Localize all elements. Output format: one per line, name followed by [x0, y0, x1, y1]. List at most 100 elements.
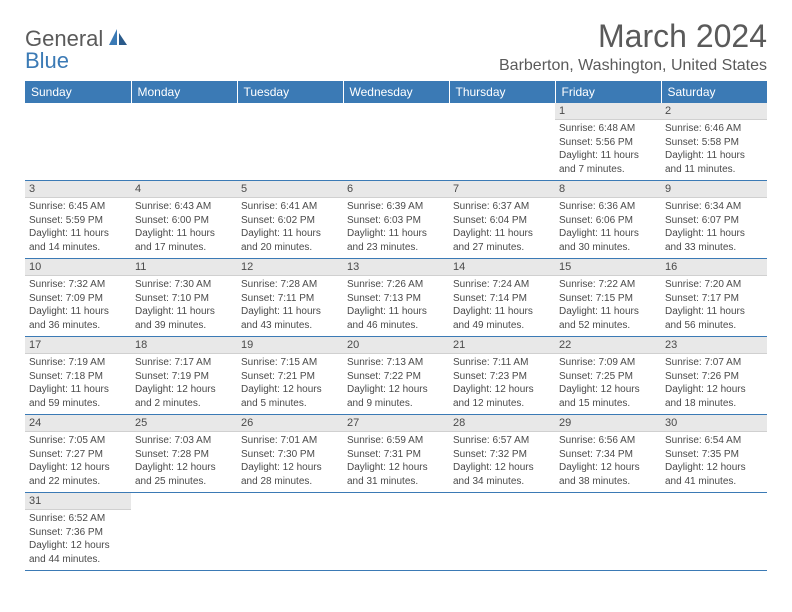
- day-content: [131, 497, 237, 549]
- daylight-text: Daylight: 12 hours and 15 minutes.: [559, 383, 657, 410]
- sunset-text: Sunset: 7:27 PM: [29, 448, 127, 462]
- day-number: 10: [25, 259, 131, 276]
- day-content: [449, 107, 555, 159]
- day-number: 5: [237, 181, 343, 198]
- week-row: 10Sunrise: 7:32 AMSunset: 7:09 PMDayligh…: [25, 259, 767, 337]
- day-content: Sunrise: 6:41 AMSunset: 6:02 PMDaylight:…: [237, 198, 343, 258]
- day-number: 14: [449, 259, 555, 276]
- day-content: Sunrise: 7:03 AMSunset: 7:28 PMDaylight:…: [131, 432, 237, 492]
- day-cell: 28Sunrise: 6:57 AMSunset: 7:32 PMDayligh…: [449, 415, 555, 493]
- daylight-text: Daylight: 11 hours and 39 minutes.: [135, 305, 233, 332]
- day-content: Sunrise: 6:39 AMSunset: 6:03 PMDaylight:…: [343, 198, 449, 258]
- sunset-text: Sunset: 7:35 PM: [665, 448, 763, 462]
- sunrise-text: Sunrise: 7:24 AM: [453, 278, 551, 292]
- daylight-text: Daylight: 12 hours and 28 minutes.: [241, 461, 339, 488]
- sunrise-text: Sunrise: 7:03 AM: [135, 434, 233, 448]
- day-content: [555, 497, 661, 549]
- day-cell: [25, 103, 131, 181]
- day-number: 11: [131, 259, 237, 276]
- day-content: Sunrise: 6:57 AMSunset: 7:32 PMDaylight:…: [449, 432, 555, 492]
- sunrise-text: Sunrise: 7:30 AM: [135, 278, 233, 292]
- daylight-text: Daylight: 11 hours and 23 minutes.: [347, 227, 445, 254]
- sunset-text: Sunset: 6:06 PM: [559, 214, 657, 228]
- sail-icon: [107, 27, 129, 52]
- daylight-text: Daylight: 11 hours and 59 minutes.: [29, 383, 127, 410]
- day-number: 1: [555, 103, 661, 120]
- day-number: 8: [555, 181, 661, 198]
- dow-tuesday: Tuesday: [237, 81, 343, 103]
- sunrise-text: Sunrise: 7:01 AM: [241, 434, 339, 448]
- dow-thursday: Thursday: [449, 81, 555, 103]
- sunset-text: Sunset: 7:15 PM: [559, 292, 657, 306]
- week-row: 3Sunrise: 6:45 AMSunset: 5:59 PMDaylight…: [25, 181, 767, 259]
- day-number: 15: [555, 259, 661, 276]
- day-number: 4: [131, 181, 237, 198]
- day-number: 9: [661, 181, 767, 198]
- day-content: [661, 497, 767, 549]
- day-cell: 19Sunrise: 7:15 AMSunset: 7:21 PMDayligh…: [237, 337, 343, 415]
- day-content: Sunrise: 6:36 AMSunset: 6:06 PMDaylight:…: [555, 198, 661, 258]
- day-content: Sunrise: 7:19 AMSunset: 7:18 PMDaylight:…: [25, 354, 131, 414]
- sunrise-text: Sunrise: 7:22 AM: [559, 278, 657, 292]
- day-cell: 15 Sunrise: 7:22 AMSunset: 7:15 PMDayligh…: [555, 259, 661, 337]
- sunrise-text: Sunrise: 6:45 AM: [29, 200, 127, 214]
- day-cell: 31Sunrise: 6:52 AMSunset: 7:36 PMDayligh…: [25, 493, 131, 571]
- day-cell: 26Sunrise: 7:01 AMSunset: 7:30 PMDayligh…: [237, 415, 343, 493]
- day-number: 18: [131, 337, 237, 354]
- day-cell: [237, 103, 343, 181]
- sunrise-text: Sunrise: 7:11 AM: [453, 356, 551, 370]
- calendar-table: Sunday Monday Tuesday Wednesday Thursday…: [25, 81, 767, 571]
- daylight-text: Daylight: 12 hours and 41 minutes.: [665, 461, 763, 488]
- sunset-text: Sunset: 7:18 PM: [29, 370, 127, 384]
- day-content: Sunrise: 7:17 AMSunset: 7:19 PMDaylight:…: [131, 354, 237, 414]
- day-cell: 4Sunrise: 6:43 AMSunset: 6:00 PMDaylight…: [131, 181, 237, 259]
- dow-friday: Friday: [555, 81, 661, 103]
- day-cell: 27Sunrise: 6:59 AMSunset: 7:31 PMDayligh…: [343, 415, 449, 493]
- day-cell: [343, 103, 449, 181]
- sunset-text: Sunset: 7:31 PM: [347, 448, 445, 462]
- sunrise-text: Sunrise: 7:20 AM: [665, 278, 763, 292]
- day-cell: 7Sunrise: 6:37 AMSunset: 6:04 PMDaylight…: [449, 181, 555, 259]
- day-content: [237, 497, 343, 549]
- day-cell: 3Sunrise: 6:45 AMSunset: 5:59 PMDaylight…: [25, 181, 131, 259]
- daylight-text: Daylight: 11 hours and 56 minutes.: [665, 305, 763, 332]
- daylight-text: Daylight: 11 hours and 52 minutes.: [559, 305, 657, 332]
- dow-monday: Monday: [131, 81, 237, 103]
- day-number: 22: [555, 337, 661, 354]
- sunrise-text: Sunrise: 6:34 AM: [665, 200, 763, 214]
- sunset-text: Sunset: 7:28 PM: [135, 448, 233, 462]
- day-cell: 29Sunrise: 6:56 AMSunset: 7:34 PMDayligh…: [555, 415, 661, 493]
- day-cell: [555, 493, 661, 571]
- day-content: Sunrise: 7:28 AMSunset: 7:11 PMDaylight:…: [237, 276, 343, 336]
- day-cell: 11Sunrise: 7:30 AMSunset: 7:10 PMDayligh…: [131, 259, 237, 337]
- day-content: Sunrise: 6:56 AMSunset: 7:34 PMDaylight:…: [555, 432, 661, 492]
- week-row: 24Sunrise: 7:05 AMSunset: 7:27 PMDayligh…: [25, 415, 767, 493]
- sunrise-text: Sunrise: 6:39 AM: [347, 200, 445, 214]
- day-content: Sunrise: 7:11 AMSunset: 7:23 PMDaylight:…: [449, 354, 555, 414]
- day-content: Sunrise: 6:48 AMSunset: 5:56 PMDaylight:…: [555, 120, 661, 180]
- day-cell: 6Sunrise: 6:39 AMSunset: 6:03 PMDaylight…: [343, 181, 449, 259]
- day-number: 3: [25, 181, 131, 198]
- day-number: 6: [343, 181, 449, 198]
- day-number: 17: [25, 337, 131, 354]
- sunset-text: Sunset: 7:13 PM: [347, 292, 445, 306]
- sunrise-text: Sunrise: 7:32 AM: [29, 278, 127, 292]
- sunset-text: Sunset: 7:19 PM: [135, 370, 233, 384]
- dow-sunday: Sunday: [25, 81, 131, 103]
- day-number: 30: [661, 415, 767, 432]
- day-content: Sunrise: 7:30 AMSunset: 7:10 PMDaylight:…: [131, 276, 237, 336]
- header: General March 2024 Barberton, Washington…: [25, 18, 767, 75]
- dow-row: Sunday Monday Tuesday Wednesday Thursday…: [25, 81, 767, 103]
- sunrise-text: Sunrise: 7:09 AM: [559, 356, 657, 370]
- sunrise-text: Sunrise: 6:37 AM: [453, 200, 551, 214]
- day-cell: 8Sunrise: 6:36 AMSunset: 6:06 PMDaylight…: [555, 181, 661, 259]
- daylight-text: Daylight: 11 hours and 20 minutes.: [241, 227, 339, 254]
- sunset-text: Sunset: 6:07 PM: [665, 214, 763, 228]
- day-cell: 17Sunrise: 7:19 AMSunset: 7:18 PMDayligh…: [25, 337, 131, 415]
- week-row: 31Sunrise: 6:52 AMSunset: 7:36 PMDayligh…: [25, 493, 767, 571]
- daylight-text: Daylight: 12 hours and 12 minutes.: [453, 383, 551, 410]
- month-title: March 2024: [499, 18, 767, 55]
- sunrise-text: Sunrise: 6:46 AM: [665, 122, 763, 136]
- day-cell: 10Sunrise: 7:32 AMSunset: 7:09 PMDayligh…: [25, 259, 131, 337]
- day-number: 19: [237, 337, 343, 354]
